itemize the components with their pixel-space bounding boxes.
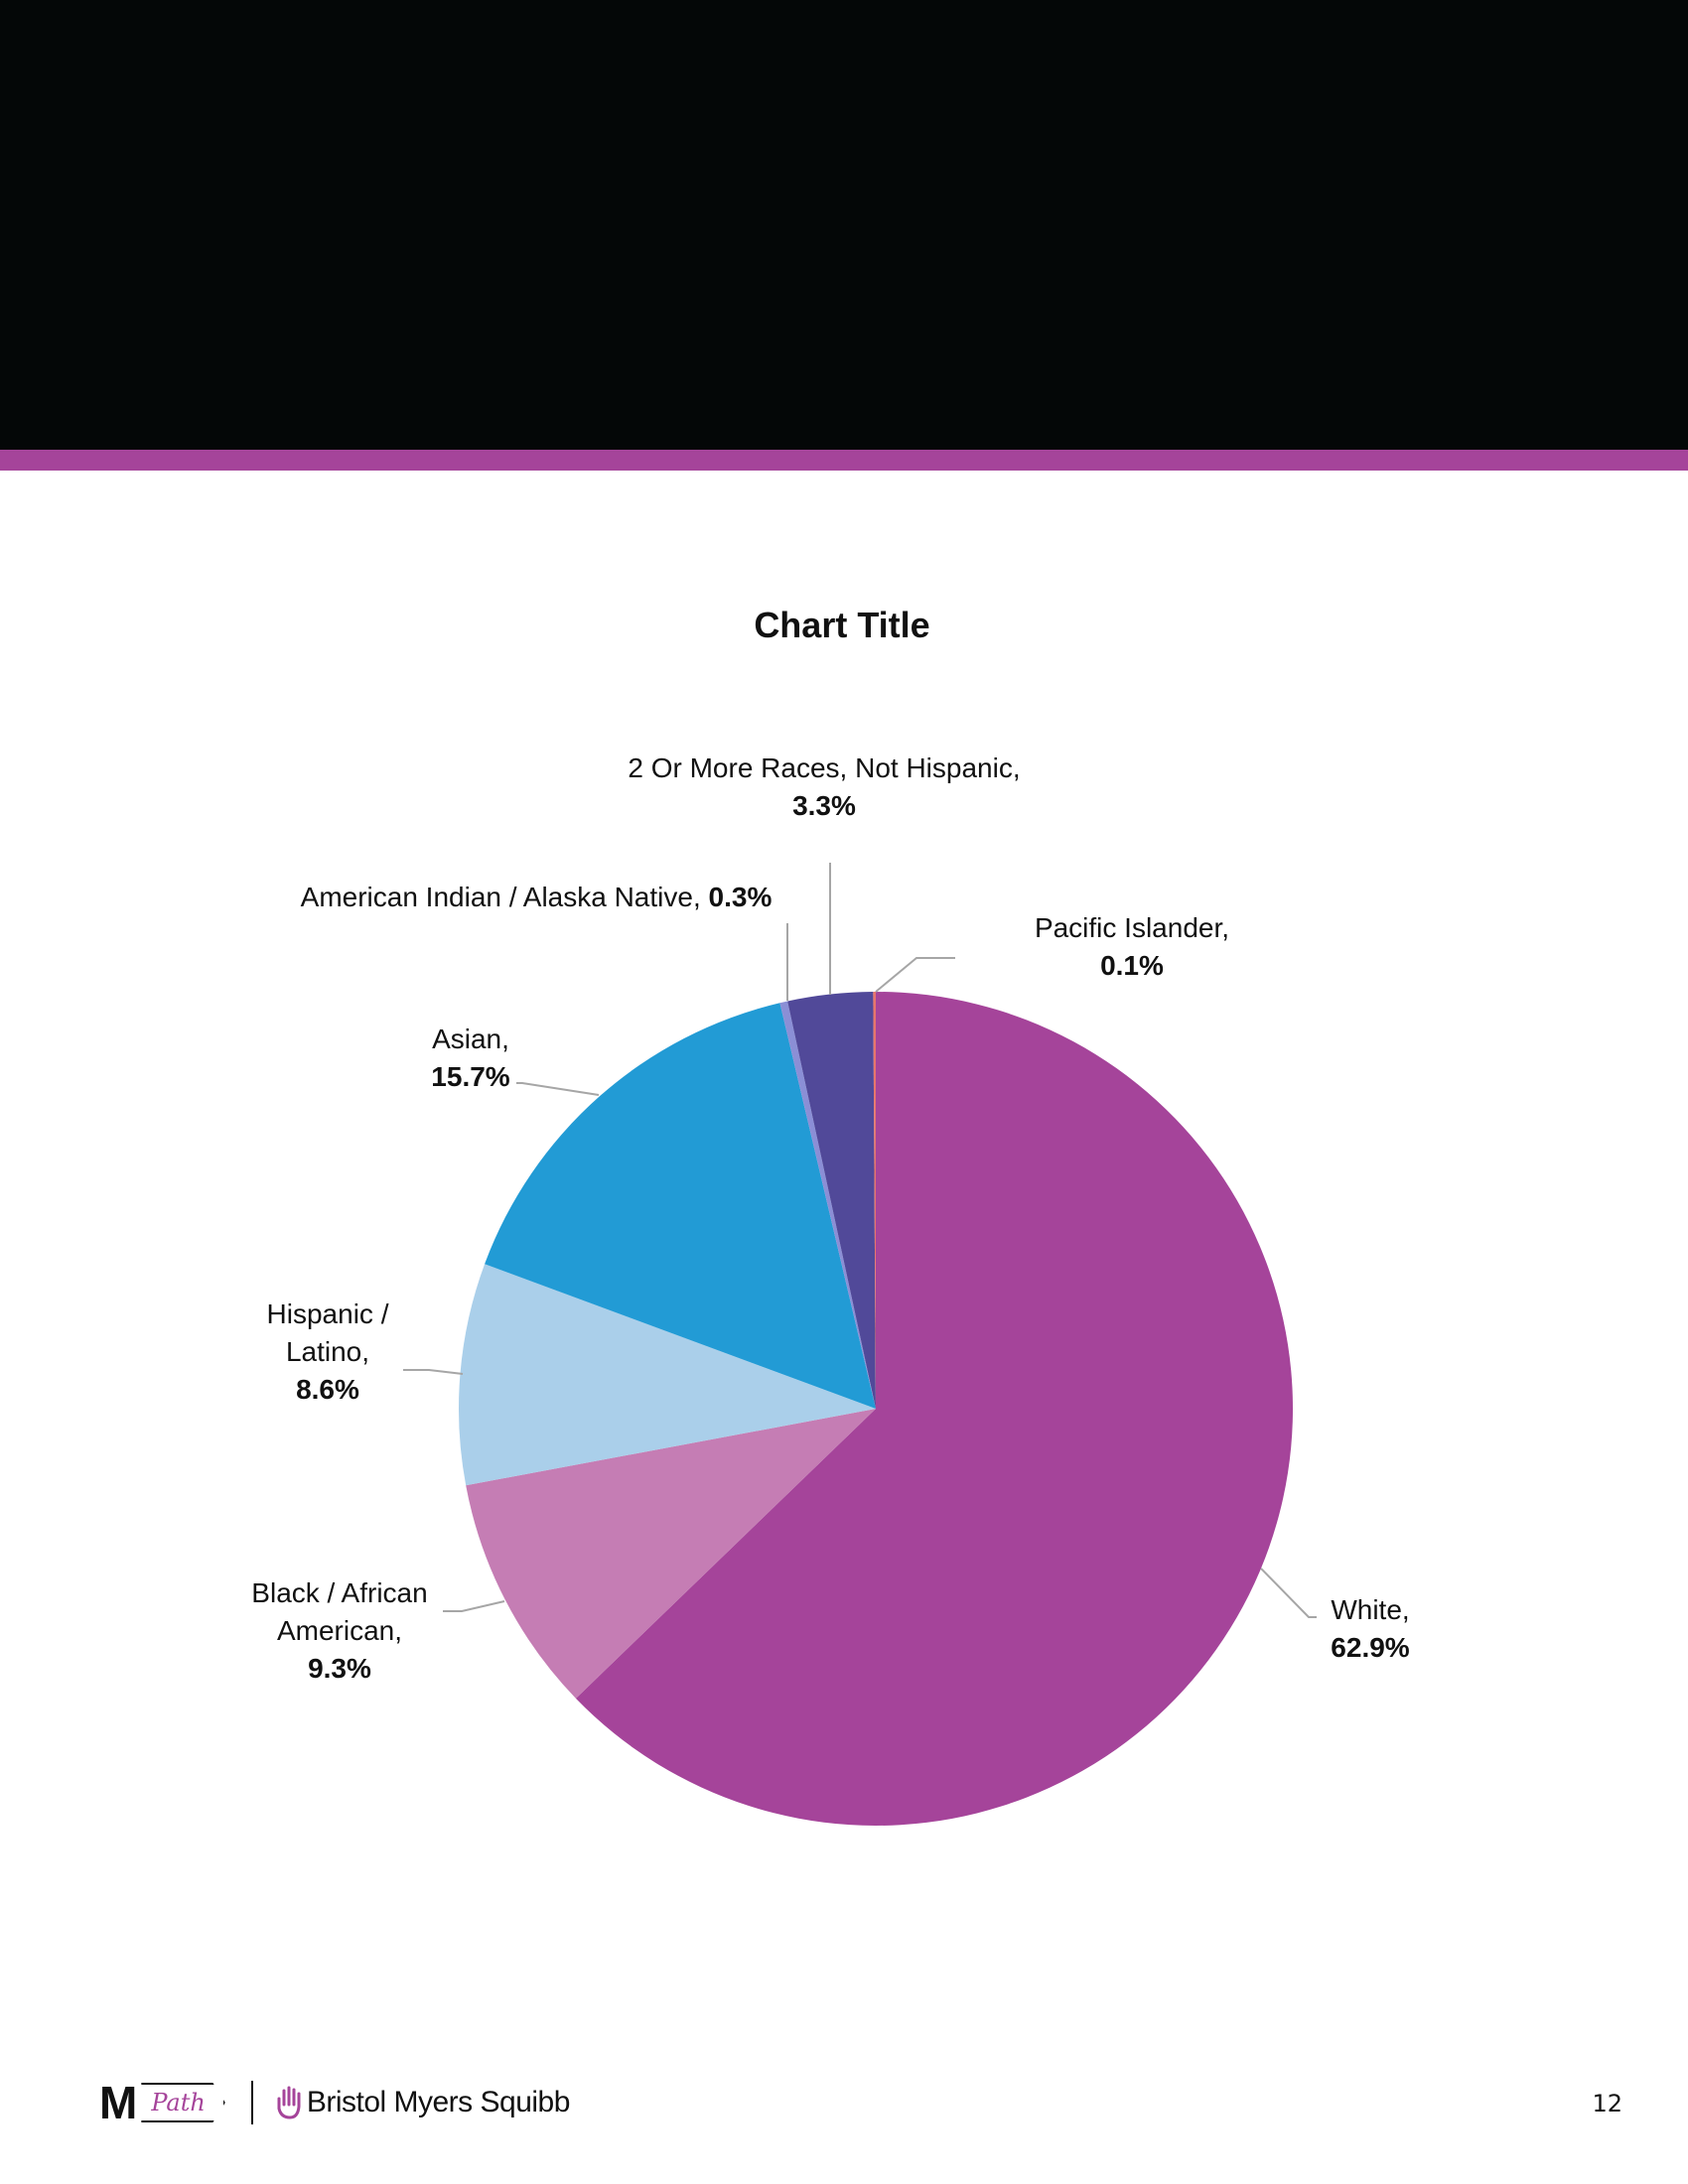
logo-divider: [250, 2081, 253, 2124]
footer-logos: M Path Bristol Myers Squibb: [99, 2078, 570, 2127]
leader-line-1: [443, 1600, 505, 1612]
raised-hand-icon: [277, 2086, 301, 2119]
mpath-logo-letter: M: [99, 2077, 138, 2128]
leader-line-6: [875, 957, 955, 993]
pie-slice-4: [779, 1001, 876, 1409]
mpath-logo: M Path: [99, 2080, 225, 2125]
pie-chart: Chart Title White, 62.9% Black / African Ame…: [251, 605, 1410, 1827]
pie-slice-2: [459, 1264, 876, 1486]
pie-slice-6: [873, 992, 876, 1409]
footer: M Path Bristol Myers Squibb 12: [0, 2070, 1688, 2139]
page-number: 12: [1592, 2090, 1622, 2117]
bms-logo-text: Bristol Myers Squibb: [306, 2086, 571, 2118]
mpath-logo-word: Path: [141, 2082, 225, 2123]
leader-line-3: [516, 1082, 600, 1096]
accent-stripe: [0, 450, 1688, 471]
data-label-2: Hispanic / Latino, 8.6%: [267, 1298, 389, 1405]
leader-line-0: [1260, 1568, 1317, 1618]
data-label-6: Pacific Islander, 0.1%: [1035, 912, 1229, 981]
leader-line-2: [403, 1369, 464, 1375]
pie-slice-5: [787, 992, 876, 1409]
data-label-0: White, 62.9%: [1331, 1594, 1409, 1663]
bms-logo: Bristol Myers Squibb: [275, 2085, 570, 2120]
data-label-3: Asian, 15.7%: [431, 1024, 509, 1092]
pie-slice-0: [575, 992, 1294, 1827]
chart-title: Chart Title: [754, 605, 929, 645]
data-label-5: 2 Or More Races, Not Hispanic, 3.3%: [628, 752, 1020, 821]
header-band: [0, 0, 1688, 450]
data-label-4: American Indian / Alaska Native, 0.3%: [301, 882, 773, 912]
pie-slice-3: [485, 1003, 876, 1409]
pie-slice-1: [466, 1409, 876, 1699]
data-label-1: Black / African American, 9.3%: [251, 1577, 427, 1684]
